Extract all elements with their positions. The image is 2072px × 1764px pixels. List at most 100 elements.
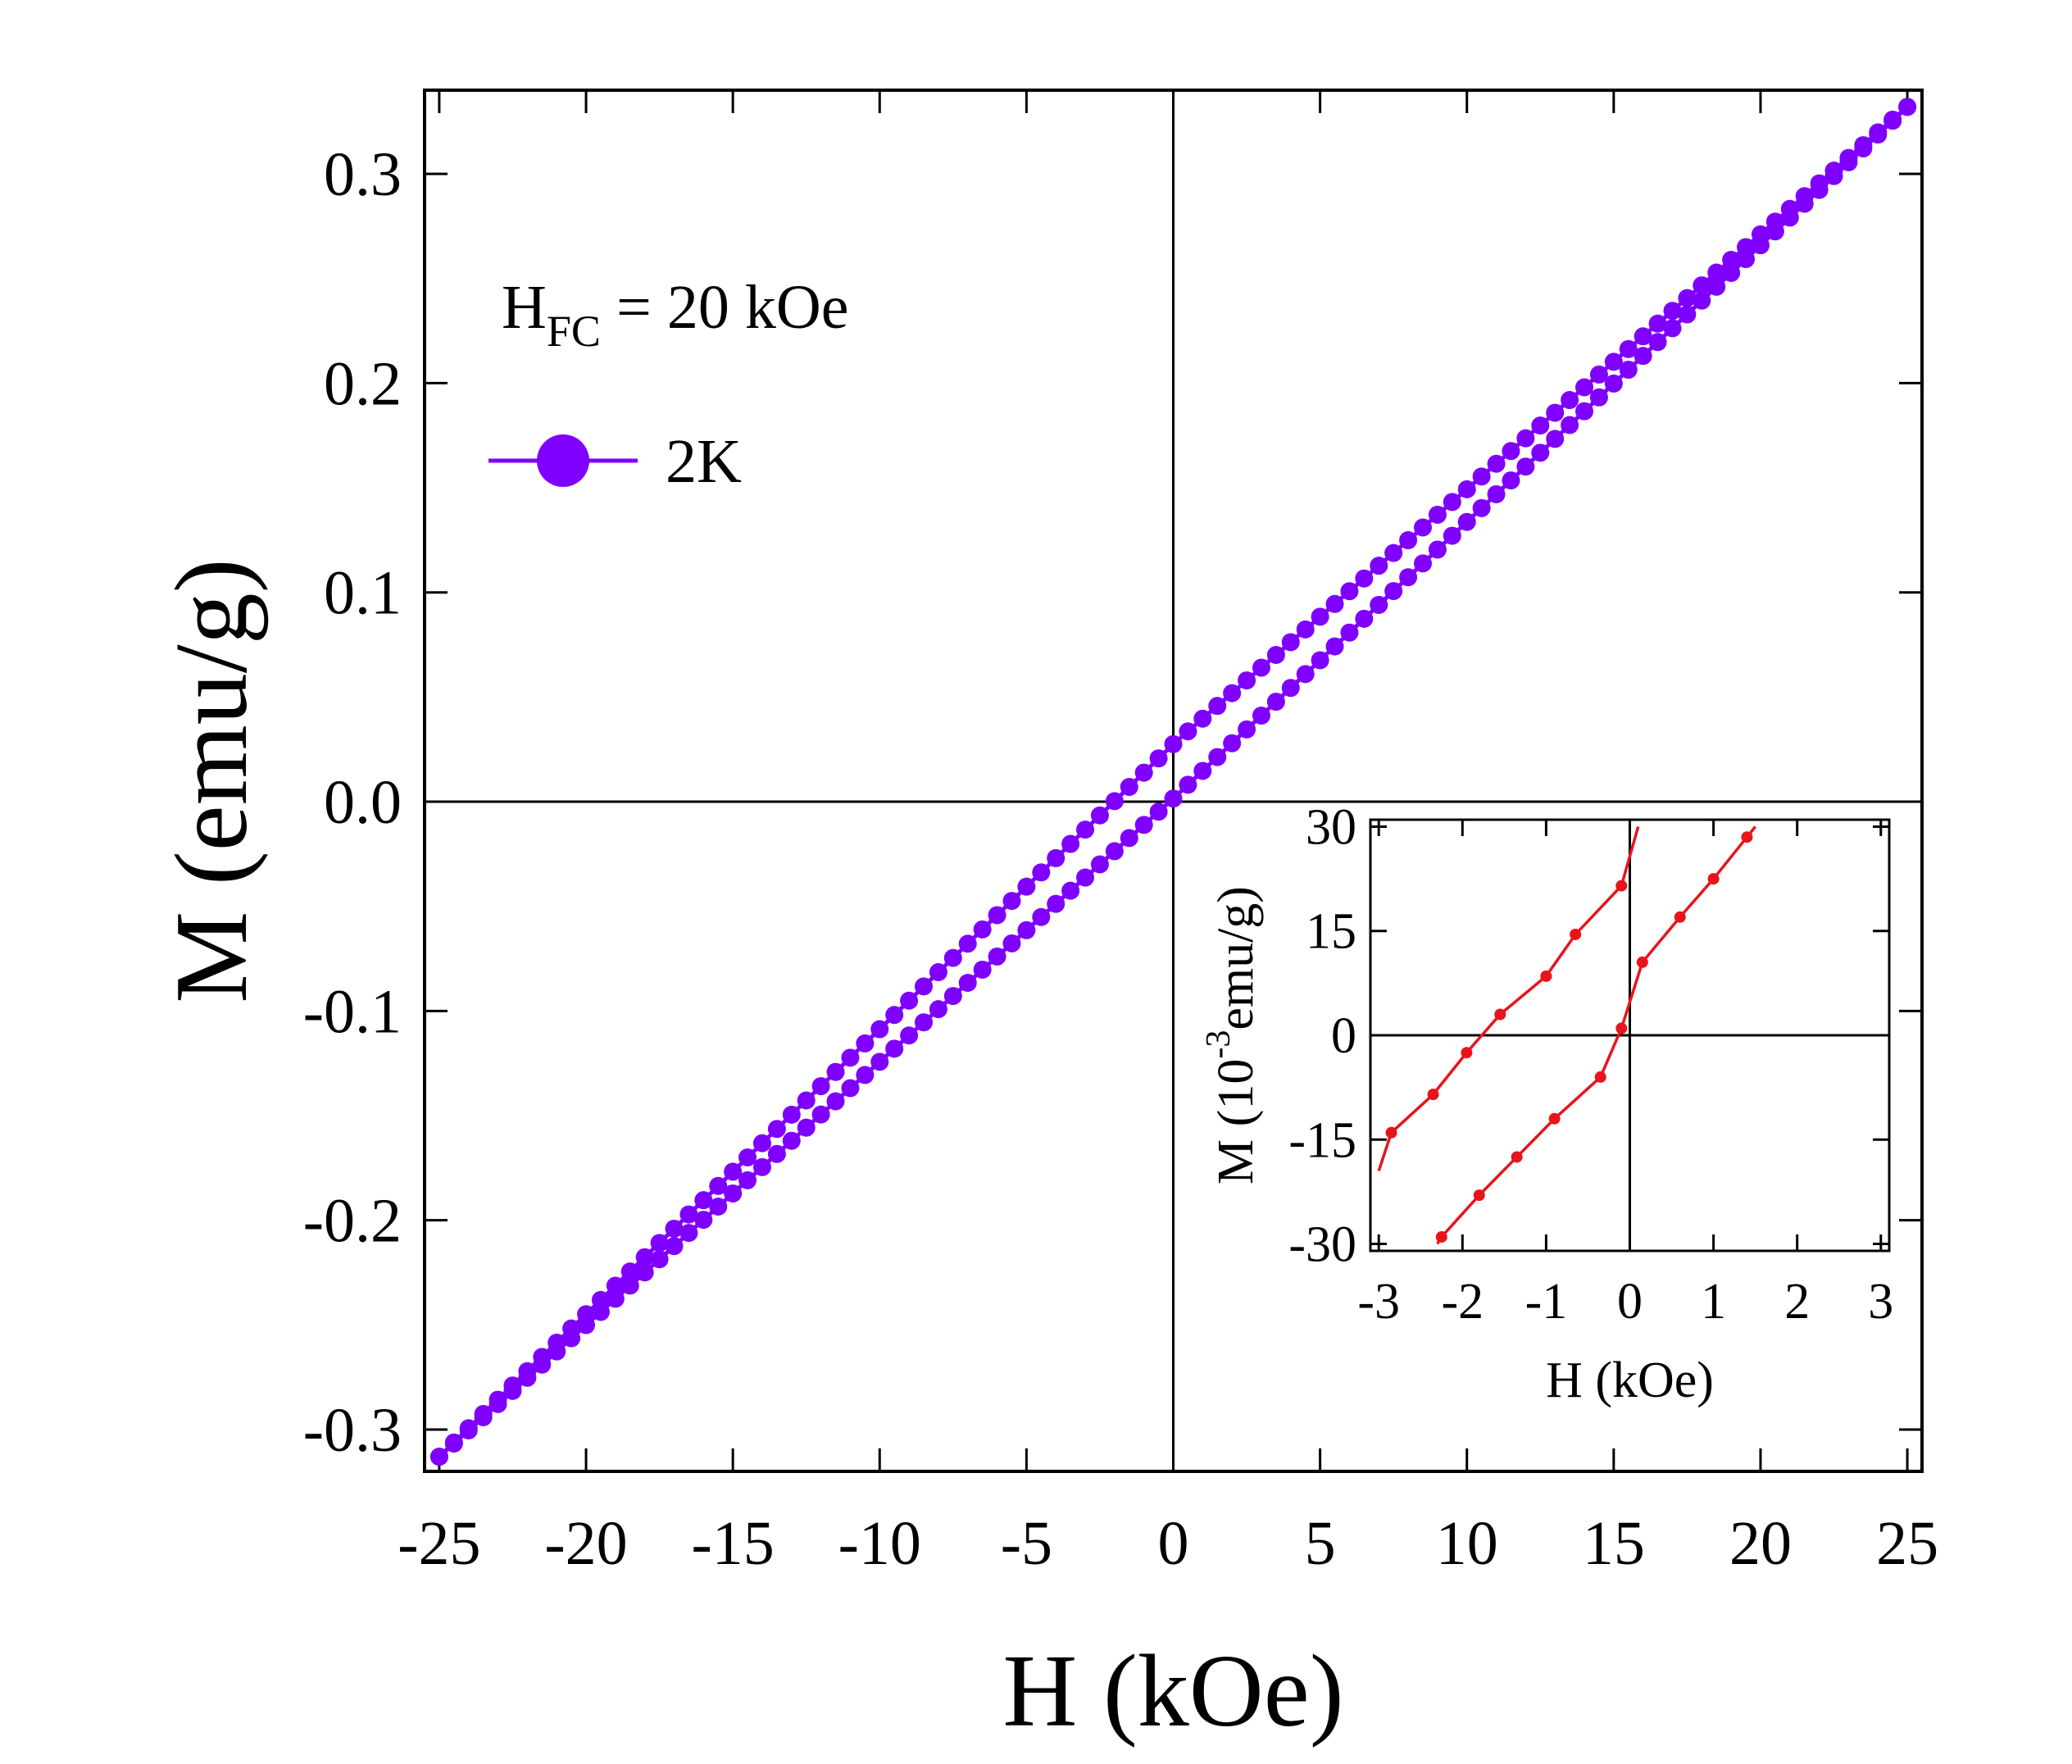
data-point bbox=[665, 1219, 684, 1238]
inset-y-tick-label: 0 bbox=[1331, 1008, 1356, 1064]
inset-data-point bbox=[1427, 1089, 1439, 1101]
data-point bbox=[1149, 802, 1168, 821]
data-point bbox=[679, 1205, 698, 1224]
main-x-tick-label: 20 bbox=[1729, 1509, 1792, 1578]
data-point bbox=[1737, 250, 1756, 269]
data-point bbox=[1061, 881, 1080, 900]
data-point bbox=[679, 1224, 698, 1243]
inset-y-label-suffix: emu/g) bbox=[1208, 886, 1264, 1030]
inset-data-point bbox=[1461, 1047, 1473, 1059]
main-axis-ticks bbox=[425, 90, 1922, 1471]
inset-x-tick-label: 0 bbox=[1617, 1274, 1643, 1330]
data-point bbox=[1047, 894, 1066, 913]
inset-y-tick-label: -30 bbox=[1288, 1217, 1356, 1273]
data-point bbox=[1223, 734, 1242, 752]
main-y-tick-label: 0.0 bbox=[324, 768, 402, 837]
data-point bbox=[915, 977, 933, 996]
data-point bbox=[1384, 582, 1403, 601]
main-x-tick-label: -10 bbox=[838, 1509, 921, 1578]
main-x-tick-label: -20 bbox=[544, 1509, 627, 1578]
data-point bbox=[577, 1316, 596, 1334]
data-point bbox=[1370, 595, 1388, 614]
data-point bbox=[1296, 665, 1315, 684]
data-point bbox=[533, 1355, 552, 1374]
data-point bbox=[885, 1039, 904, 1058]
data-point bbox=[738, 1171, 757, 1189]
data-point bbox=[488, 1394, 507, 1413]
inset-data-point bbox=[1548, 1112, 1561, 1125]
data-point bbox=[841, 1048, 860, 1067]
data-point bbox=[1399, 531, 1418, 550]
data-point bbox=[606, 1276, 625, 1295]
inset-data-point bbox=[1494, 1008, 1506, 1021]
main-y-tick-label: 0.2 bbox=[324, 349, 402, 418]
inset-data-point bbox=[1385, 1126, 1397, 1139]
data-point bbox=[1722, 250, 1741, 269]
data-point bbox=[724, 1184, 743, 1203]
inset-data-point bbox=[1674, 911, 1686, 923]
inset-data-point bbox=[1473, 1189, 1485, 1202]
inset-descending-branch bbox=[1377, 826, 1640, 1171]
inset-data-point bbox=[1615, 880, 1628, 892]
main-plot-frame bbox=[423, 89, 1924, 1473]
data-point bbox=[1795, 194, 1814, 213]
data-point bbox=[1090, 855, 1109, 874]
data-point bbox=[1105, 792, 1124, 811]
data-point bbox=[1340, 582, 1359, 601]
data-point bbox=[1648, 314, 1667, 333]
inset-data-point bbox=[1615, 1022, 1628, 1034]
inset-x-tick-label: 2 bbox=[1784, 1274, 1810, 1330]
data-point bbox=[1017, 877, 1036, 896]
data-point bbox=[1149, 749, 1168, 768]
data-point bbox=[724, 1162, 743, 1181]
data-point bbox=[1589, 365, 1608, 384]
data-point bbox=[1208, 748, 1227, 766]
data-point bbox=[1575, 378, 1594, 397]
data-point bbox=[694, 1211, 713, 1230]
data-point bbox=[1134, 816, 1153, 834]
data-point bbox=[1325, 637, 1344, 656]
data-point bbox=[1384, 543, 1403, 562]
inset-x-tick-label: -1 bbox=[1525, 1274, 1568, 1330]
data-point bbox=[1472, 467, 1491, 486]
data-point bbox=[1281, 679, 1300, 698]
data-point bbox=[900, 1026, 919, 1045]
data-point bbox=[1223, 684, 1242, 702]
data-point bbox=[606, 1289, 625, 1308]
data-point bbox=[1443, 493, 1461, 511]
data-point bbox=[1164, 734, 1183, 753]
inset-data-point bbox=[1707, 873, 1720, 885]
data-point bbox=[650, 1250, 669, 1269]
data-point bbox=[1663, 319, 1682, 338]
data-point bbox=[1355, 609, 1374, 628]
main-x-tick-label: -15 bbox=[691, 1509, 774, 1578]
data-point bbox=[973, 960, 992, 979]
data-point bbox=[1061, 834, 1080, 853]
inset-x-tick-label: -3 bbox=[1357, 1274, 1400, 1330]
data-point bbox=[1678, 289, 1697, 307]
data-point bbox=[1457, 480, 1476, 498]
data-point bbox=[811, 1105, 830, 1124]
data-point bbox=[1311, 607, 1329, 626]
main-y-axis-label: M (emu/g) bbox=[155, 558, 269, 1002]
data-point bbox=[1487, 454, 1506, 473]
data-point bbox=[797, 1091, 816, 1110]
data-point bbox=[459, 1421, 478, 1440]
main-x-tick-label: 10 bbox=[1436, 1509, 1498, 1578]
inset-data-point bbox=[1570, 928, 1582, 940]
data-point bbox=[1810, 180, 1829, 199]
data-point bbox=[826, 1062, 845, 1081]
data-point bbox=[1648, 333, 1667, 352]
main-y-tick-label: -0.2 bbox=[303, 1187, 402, 1256]
data-point bbox=[1428, 540, 1447, 559]
annotation-base: H bbox=[502, 273, 547, 342]
inset-y-tick-label: 15 bbox=[1306, 904, 1356, 960]
data-point bbox=[1238, 720, 1256, 739]
inset-x-tick-label: 1 bbox=[1701, 1274, 1726, 1330]
main-x-tick-label: -25 bbox=[398, 1509, 480, 1578]
data-point bbox=[870, 1052, 889, 1071]
data-point bbox=[1443, 526, 1461, 545]
data-point bbox=[1678, 305, 1697, 324]
field-cooling-annotation: HFC = 20 kOe bbox=[502, 273, 848, 356]
